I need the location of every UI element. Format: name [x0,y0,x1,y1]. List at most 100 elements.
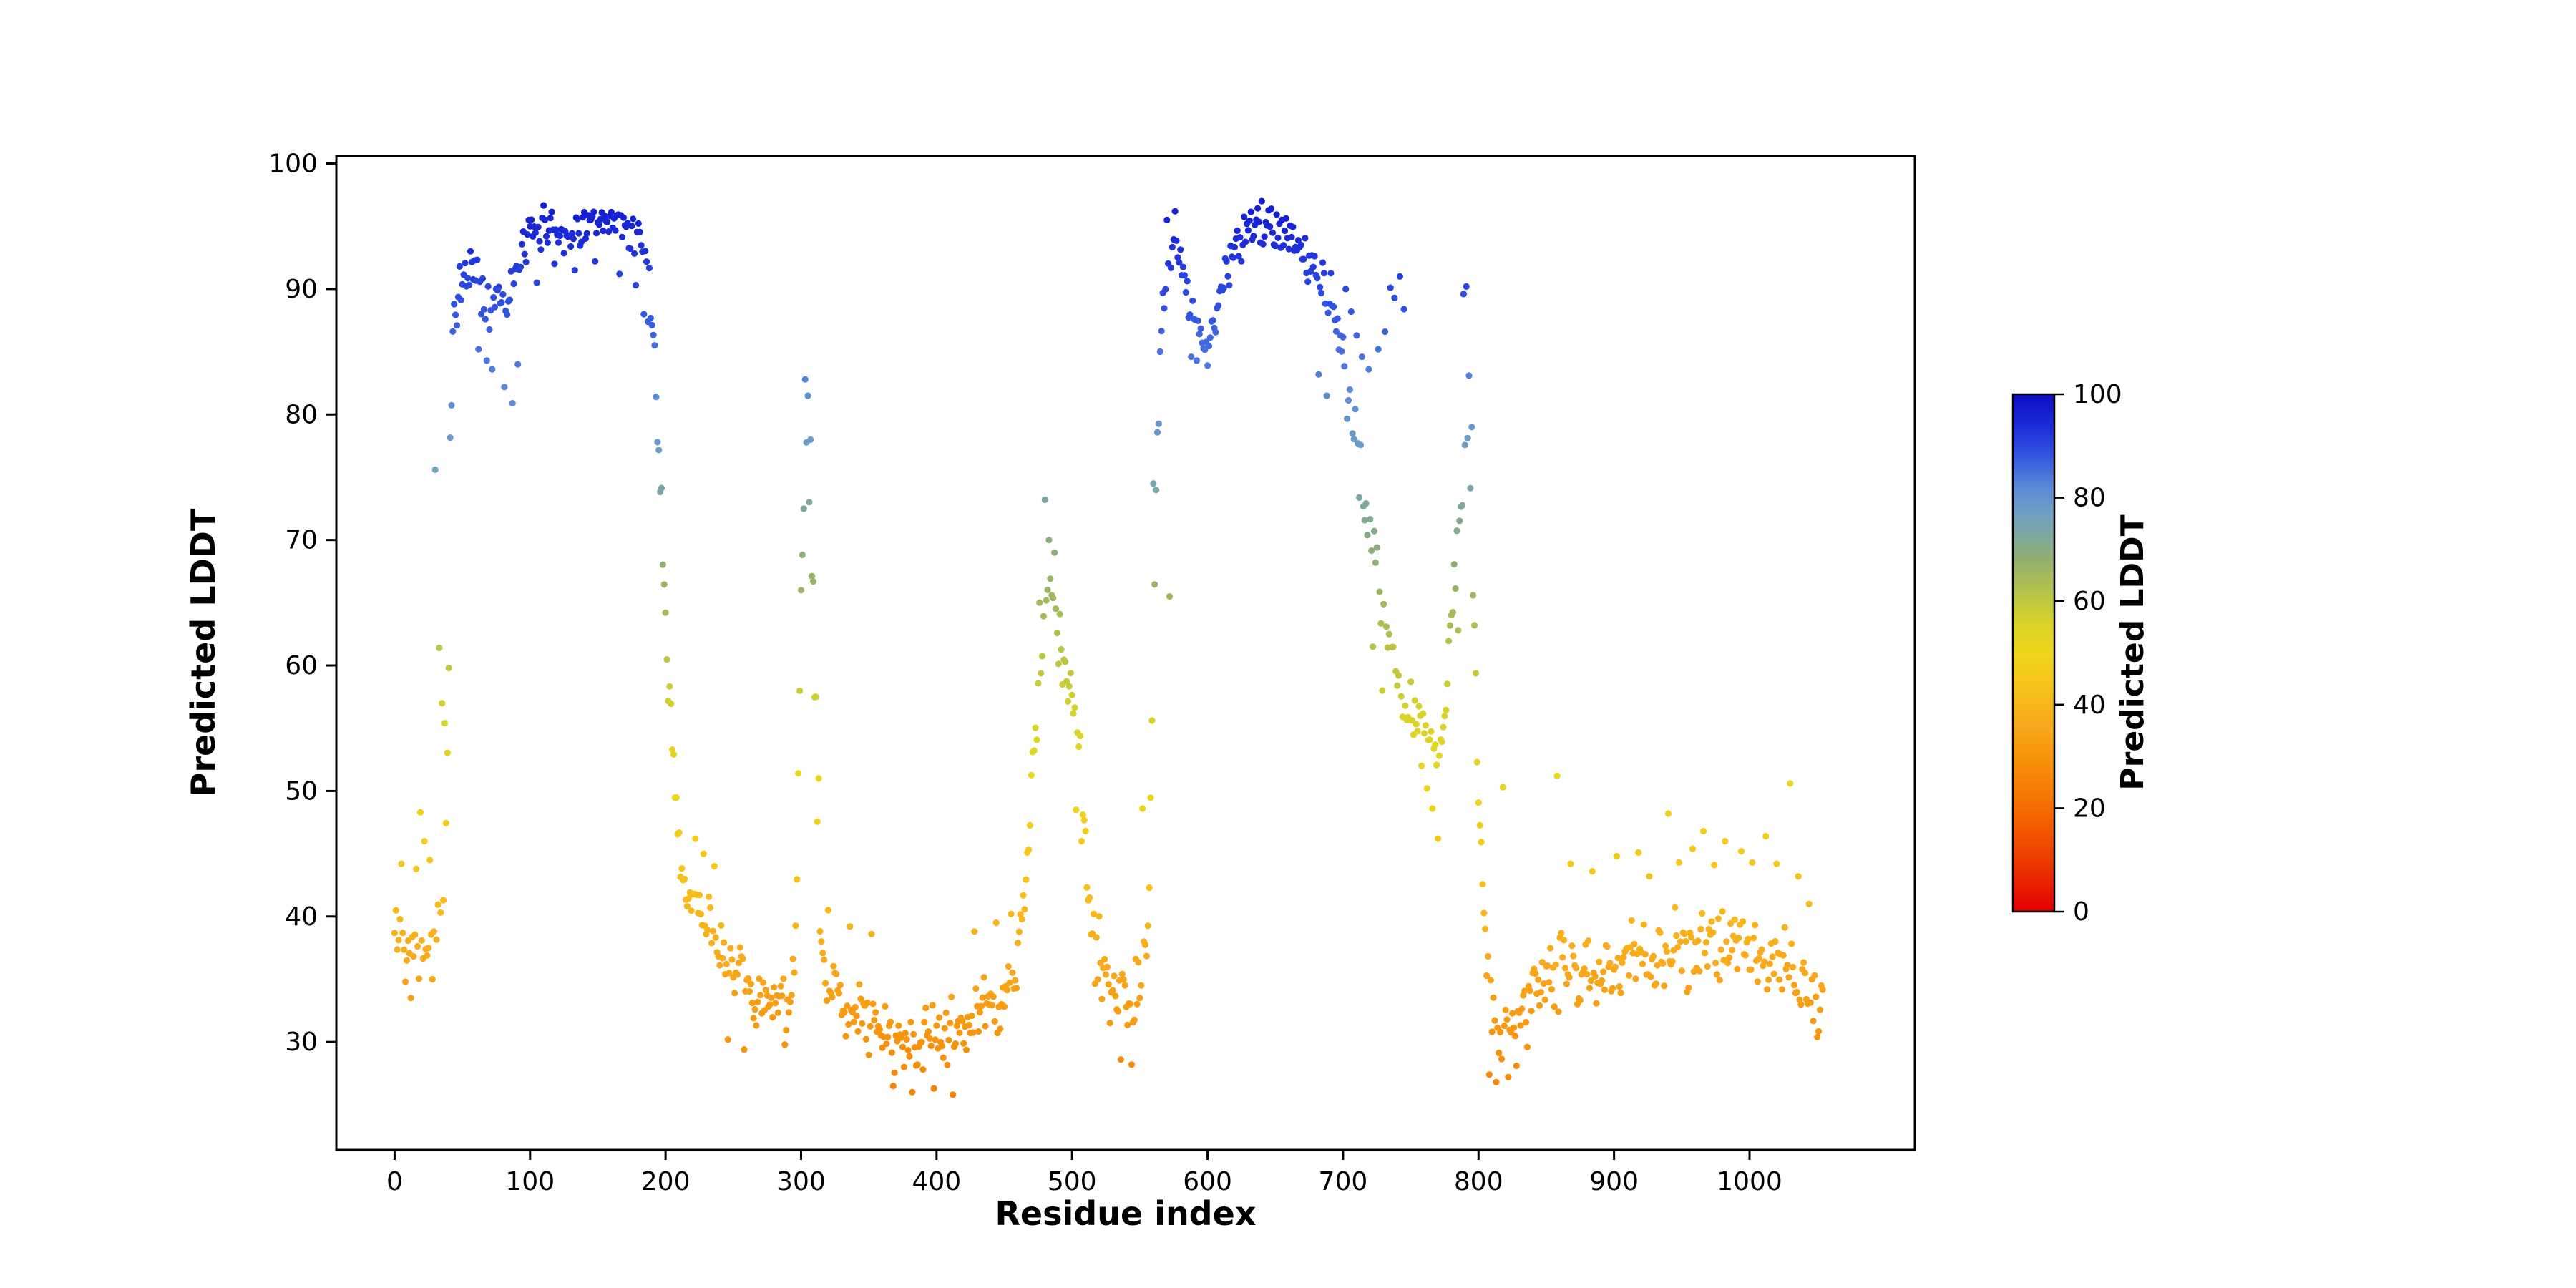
data-point [1204,362,1211,369]
data-point [1342,286,1350,293]
data-point [1646,873,1653,880]
data-point [792,922,799,930]
data-point [1411,697,1418,704]
data-point [1065,683,1073,690]
data-point [731,990,738,997]
data-point [1247,208,1254,215]
data-point [1013,985,1020,992]
data-point [1302,235,1309,242]
data-point [768,994,775,1001]
data-point [945,1036,952,1044]
x-tick-label: 900 [1589,1167,1639,1196]
data-point [1819,986,1826,993]
data-point [907,1018,914,1025]
data-point [888,1049,895,1056]
data-point [1459,502,1466,509]
data-point [796,687,804,695]
data-point [1444,680,1451,688]
data-point [977,1002,985,1010]
data-point [1487,977,1494,984]
data-point [544,239,552,246]
data-point [1105,981,1112,988]
data-point [479,275,487,282]
data-point [1762,833,1770,840]
data-point [1370,527,1378,535]
data-point [1617,990,1624,997]
data-point [1023,876,1030,883]
data-point [1158,328,1165,335]
data-point [1397,693,1405,700]
data-point [616,270,623,278]
data-point [1552,961,1559,968]
data-point [1420,730,1428,737]
colorbar-tick-label: 40 [2073,691,2106,720]
data-point [751,1005,758,1013]
data-point [1678,967,1685,975]
data-point [1346,386,1353,394]
data-point [748,1000,756,1007]
data-point [495,283,502,291]
data-point [733,971,741,978]
data-point [632,282,640,289]
data-point [447,434,454,441]
data-point [1101,956,1108,963]
data-point [1711,862,1718,869]
data-point [627,245,634,253]
data-point [991,1018,998,1025]
data-point [1714,915,1722,922]
data-point [1196,331,1203,338]
data-point [1041,496,1048,504]
data-point [647,314,654,322]
data-point [1701,950,1709,957]
data-point [1273,211,1280,218]
data-point [1483,972,1491,980]
data-point [1014,940,1022,947]
data-point [1364,532,1371,539]
data-point [1614,955,1621,962]
data-point [1781,924,1788,931]
data-point [464,275,472,282]
data-point [1468,424,1475,431]
data-point [1036,599,1043,606]
data-point [871,1017,878,1024]
data-point [1148,717,1156,724]
data-point [1197,325,1204,332]
data-point [1800,959,1807,966]
data-point [1115,1008,1122,1015]
colorbar-tick-label: 60 [2073,587,2106,616]
data-point [771,1000,779,1007]
data-point [1429,805,1436,812]
data-point [1464,434,1471,441]
data-point [583,230,590,237]
data-point [1669,958,1676,965]
data-point [490,294,497,301]
data-point [1717,946,1724,953]
data-point [708,940,716,947]
data-point [391,930,399,937]
data-point [739,955,746,962]
data-point [1082,827,1089,835]
data-point [556,232,564,240]
data-point [440,897,447,904]
data-point [868,930,875,937]
data-point [1112,992,1119,1000]
x-tick-label: 800 [1454,1167,1503,1196]
data-point [1742,952,1749,959]
data-point [1423,785,1430,792]
data-point [1025,846,1033,853]
data-point [1780,952,1787,959]
data-point [862,1035,869,1043]
data-point [1649,952,1657,960]
data-point [727,945,734,952]
data-point [696,892,703,899]
data-point [902,1030,909,1037]
data-point [1032,724,1039,731]
data-point [1471,622,1478,629]
colorbar-tick-label: 100 [2073,380,2122,409]
data-point [706,893,713,900]
data-point [1382,623,1390,630]
data-point [864,999,871,1007]
data-point [1128,1061,1136,1068]
data-point [783,1027,790,1034]
data-point [774,1009,781,1016]
